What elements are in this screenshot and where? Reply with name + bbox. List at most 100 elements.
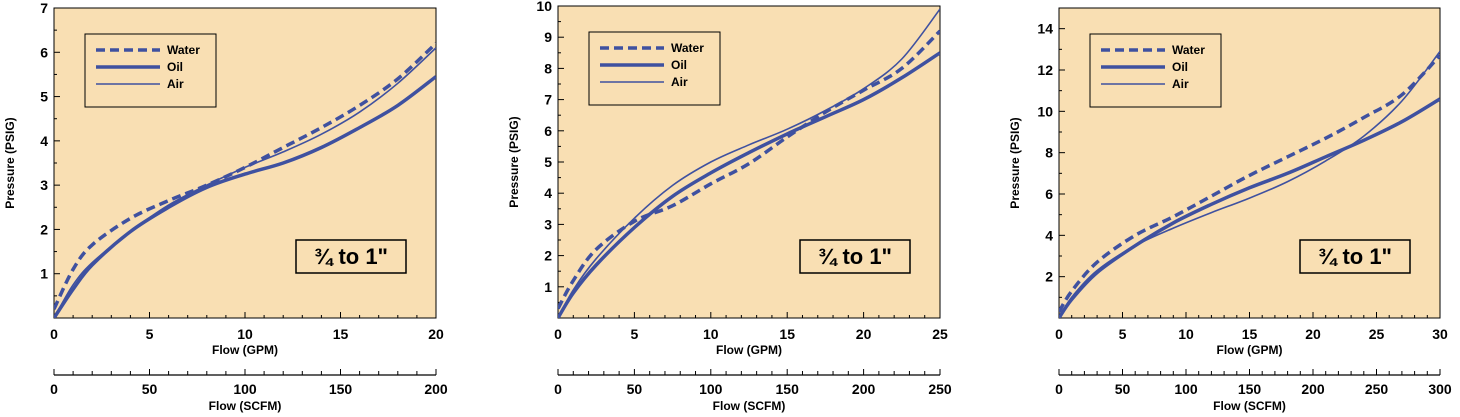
- y-tick-label: 4: [40, 133, 48, 149]
- secondary-tick-label: 150: [776, 381, 800, 397]
- y-tick-label: 4: [1045, 227, 1053, 243]
- legend-box: [1089, 33, 1222, 108]
- x-tick-label: 25: [1369, 326, 1385, 342]
- legend-label-water: Water: [167, 43, 200, 57]
- secondary-axis-label: Flow (SCFM): [713, 399, 786, 413]
- x-tick-label: 15: [1242, 326, 1258, 342]
- secondary-tick-label: 250: [928, 381, 952, 397]
- series-line-air: [558, 8, 940, 318]
- secondary-tick-label: 250: [1365, 381, 1389, 397]
- secondary-tick-label: 100: [1174, 381, 1198, 397]
- series-group: [54, 42, 436, 318]
- series-line-oil: [1059, 97, 1440, 318]
- x-tick-label: 5: [146, 326, 154, 342]
- y-tick-label: 10: [1037, 103, 1053, 119]
- size-badge-label: ¾ to 1": [818, 244, 892, 269]
- y-tick-label: 2: [544, 248, 552, 264]
- legend-label-water: Water: [671, 41, 704, 55]
- legend-label-oil: Oil: [167, 60, 183, 74]
- series-line-oil: [558, 51, 940, 318]
- series-group: [558, 8, 940, 318]
- x-tick-label: 20: [856, 326, 872, 342]
- secondary-axis-label: Flow (SCFM): [1213, 399, 1286, 413]
- secondary-tick-label: 150: [329, 381, 353, 397]
- y-tick-label: 7: [40, 0, 48, 16]
- legend-label-air: Air: [1172, 77, 1189, 91]
- x-tick-label: 15: [779, 326, 795, 342]
- x-tick-label: 10: [237, 326, 253, 342]
- y-tick-label: 10: [536, 0, 552, 14]
- y-axis-label: Pressure (PSIG): [507, 116, 521, 207]
- secondary-tick-label: 0: [554, 381, 562, 397]
- legend: Water Oil Air: [1089, 33, 1222, 108]
- y-tick-label: 12: [1037, 62, 1053, 78]
- x-axis-label: Flow (GPM): [1217, 343, 1283, 357]
- legend-label-oil: Oil: [1172, 60, 1188, 74]
- legend-box: [84, 33, 217, 108]
- legend: Water Oil Air: [84, 33, 217, 108]
- series-line-oil: [54, 75, 436, 318]
- size-badge-label: ¾ to 1": [1318, 244, 1392, 269]
- x-tick-label: 0: [50, 326, 58, 342]
- secondary-tick-label: 0: [50, 381, 58, 397]
- y-axis-label: Pressure (PSIG): [1008, 117, 1022, 208]
- series-line-air: [54, 47, 436, 318]
- secondary-tick-label: 100: [233, 381, 257, 397]
- series-line-air: [1059, 50, 1440, 318]
- secondary-tick-label: 0: [1055, 381, 1063, 397]
- y-tick-label: 3: [40, 177, 48, 193]
- y-tick-label: 1: [40, 266, 48, 282]
- size-badge: [295, 239, 407, 274]
- chart-3: 2 4 6 8 10 12 14 0 5 10 15 20 25 30 Flow (GPM) Pressure…: [1008, 7, 1452, 413]
- y-tick-label: 3: [544, 216, 552, 232]
- y-tick-label: 8: [1045, 145, 1053, 161]
- y-tick-label: 7: [544, 92, 552, 108]
- secondary-tick-label: 100: [699, 381, 723, 397]
- secondary-tick-label: 50: [1115, 381, 1131, 397]
- x-tick-label: 0: [1055, 326, 1063, 342]
- series-group: [1059, 50, 1440, 318]
- y-tick-label: 5: [544, 154, 552, 170]
- legend-label-oil: Oil: [671, 58, 687, 72]
- legend-label-water: Water: [1172, 43, 1205, 57]
- secondary-tick-label: 200: [852, 381, 876, 397]
- size-badge: [799, 239, 911, 274]
- secondary-tick-label: 300: [1428, 381, 1452, 397]
- x-tick-label: 15: [333, 326, 349, 342]
- y-tick-label: 2: [1045, 269, 1053, 285]
- y-axis-label: Pressure (PSIG): [3, 117, 17, 208]
- x-tick-label: 5: [631, 326, 639, 342]
- x-axis-label: Flow (GPM): [716, 343, 782, 357]
- secondary-tick-label: 150: [1238, 381, 1262, 397]
- y-tick-label: 4: [544, 185, 552, 201]
- y-tick-label: 1: [544, 279, 552, 295]
- y-tick-label: 8: [544, 60, 552, 76]
- x-tick-label: 30: [1432, 326, 1448, 342]
- size-badge: [1299, 239, 1411, 274]
- x-tick-label: 10: [1178, 326, 1194, 342]
- x-tick-label: 0: [554, 326, 562, 342]
- x-tick-label: 5: [1119, 326, 1127, 342]
- x-axis-label: Flow (GPM): [212, 343, 278, 357]
- x-tick-label: 25: [932, 326, 948, 342]
- secondary-tick-label: 50: [142, 381, 158, 397]
- series-line-water: [1059, 54, 1440, 313]
- chart-1: 1 2 3 4 5 6 7 0 5 10 15 20 Flow (GPM) Pressure (PSIG)…: [3, 0, 448, 413]
- legend-box: [588, 31, 721, 106]
- secondary-tick-label: 200: [424, 381, 448, 397]
- legend-label-air: Air: [167, 77, 184, 91]
- x-tick-label: 20: [428, 326, 444, 342]
- y-tick-label: 5: [40, 89, 48, 105]
- y-tick-label: 9: [544, 29, 552, 45]
- secondary-tick-label: 200: [1301, 381, 1325, 397]
- secondary-tick-label: 50: [627, 381, 643, 397]
- legend: Water Oil Air: [588, 31, 721, 106]
- x-tick-label: 10: [703, 326, 719, 342]
- legend-label-air: Air: [671, 75, 688, 89]
- size-badge-label: ¾ to 1": [314, 244, 388, 269]
- y-tick-label: 6: [1045, 186, 1053, 202]
- y-tick-label: 6: [40, 44, 48, 60]
- series-line-water: [558, 29, 940, 310]
